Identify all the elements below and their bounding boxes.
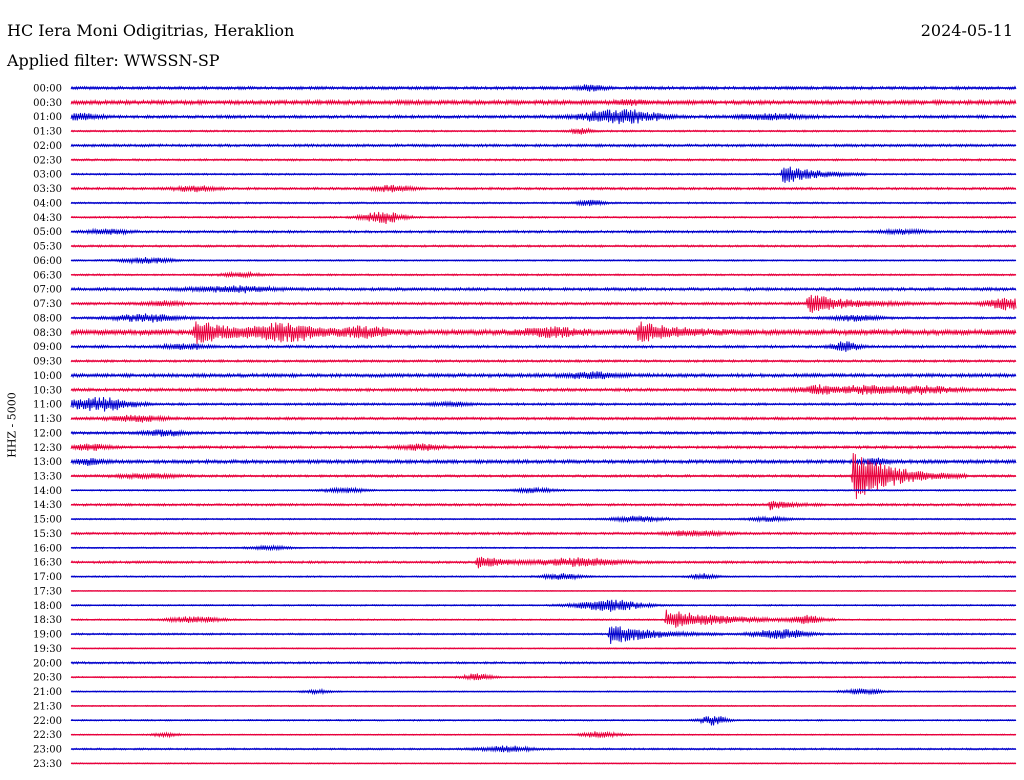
seismogram-trace — [70, 453, 1017, 500]
seismogram-trace — [70, 457, 1017, 467]
time-label: 16:30 — [33, 558, 62, 569]
time-label: 13:00 — [33, 457, 62, 468]
time-label: 23:30 — [33, 759, 62, 770]
time-label: 23:00 — [33, 745, 62, 756]
seismogram-trace — [70, 371, 1017, 380]
time-label: 03:00 — [33, 170, 62, 181]
time-label: 21:30 — [33, 701, 62, 712]
seismogram-trace — [70, 321, 1017, 344]
time-label: 19:30 — [33, 644, 62, 655]
seismogram-trace — [70, 358, 1017, 364]
time-label: 01:00 — [33, 112, 62, 123]
time-label: 05:00 — [33, 227, 62, 238]
seismogram-trace — [70, 313, 1017, 323]
time-label: 02:30 — [33, 155, 62, 166]
time-label: 19:00 — [33, 630, 62, 641]
time-label: 00:30 — [33, 98, 62, 109]
time-label: 07:00 — [33, 285, 62, 296]
time-label: 18:00 — [33, 601, 62, 612]
time-label: 04:30 — [33, 213, 62, 224]
time-label: 16:00 — [33, 543, 62, 554]
seismogram-trace — [70, 626, 1017, 645]
time-label: 20:00 — [33, 658, 62, 669]
date-label: 2024-05-11 — [920, 21, 1013, 40]
time-label: 07:30 — [33, 299, 62, 310]
seismogram-trace — [70, 609, 1017, 628]
filter-label: Applied filter: WWSSN-SP — [7, 51, 220, 70]
seismogram-trace — [70, 98, 1017, 107]
station-title: HC Iera Moni Odigitrias, Heraklion — [7, 21, 295, 40]
seismogram-trace — [70, 396, 1017, 412]
time-label: 11:30 — [33, 414, 62, 425]
time-label: 18:30 — [33, 615, 62, 626]
time-label: 08:00 — [33, 313, 62, 324]
time-label: 00:00 — [33, 84, 62, 95]
time-label: 15:30 — [33, 529, 62, 540]
time-label: 21:00 — [33, 687, 62, 698]
seismogram-trace — [70, 109, 1017, 125]
time-label: 01:30 — [33, 127, 62, 138]
time-label: 09:00 — [33, 342, 62, 353]
time-label: 02:00 — [33, 141, 62, 152]
seismogram-trace — [70, 341, 1017, 352]
time-label: 10:30 — [33, 385, 62, 396]
seismogram-trace — [70, 500, 1017, 511]
seismogram-trace — [70, 384, 1017, 395]
time-label: 12:30 — [33, 443, 62, 454]
time-label: 12:00 — [33, 428, 62, 439]
time-label: 09:30 — [33, 357, 62, 368]
seismogram-trace — [70, 184, 1017, 193]
time-label: 06:30 — [33, 270, 62, 281]
time-label: 05:30 — [33, 242, 62, 253]
time-label: 14:30 — [33, 500, 62, 511]
time-label: 14:00 — [33, 486, 62, 497]
time-label: 15:00 — [33, 515, 62, 526]
time-label: 03:30 — [33, 184, 62, 195]
time-label: 20:30 — [33, 673, 62, 684]
time-label: 10:00 — [33, 371, 62, 382]
time-label: 17:00 — [33, 572, 62, 583]
time-label: 17:30 — [33, 586, 62, 597]
time-label: 04:00 — [33, 198, 62, 209]
time-label: 06:00 — [33, 256, 62, 267]
time-label: 11:00 — [33, 400, 62, 411]
time-label: 22:30 — [33, 730, 62, 741]
seismogram-trace — [70, 84, 1017, 92]
time-label: 08:30 — [33, 328, 62, 339]
time-label: 13:30 — [33, 471, 62, 482]
time-label: 22:00 — [33, 716, 62, 727]
seismogram-trace — [70, 284, 1017, 294]
